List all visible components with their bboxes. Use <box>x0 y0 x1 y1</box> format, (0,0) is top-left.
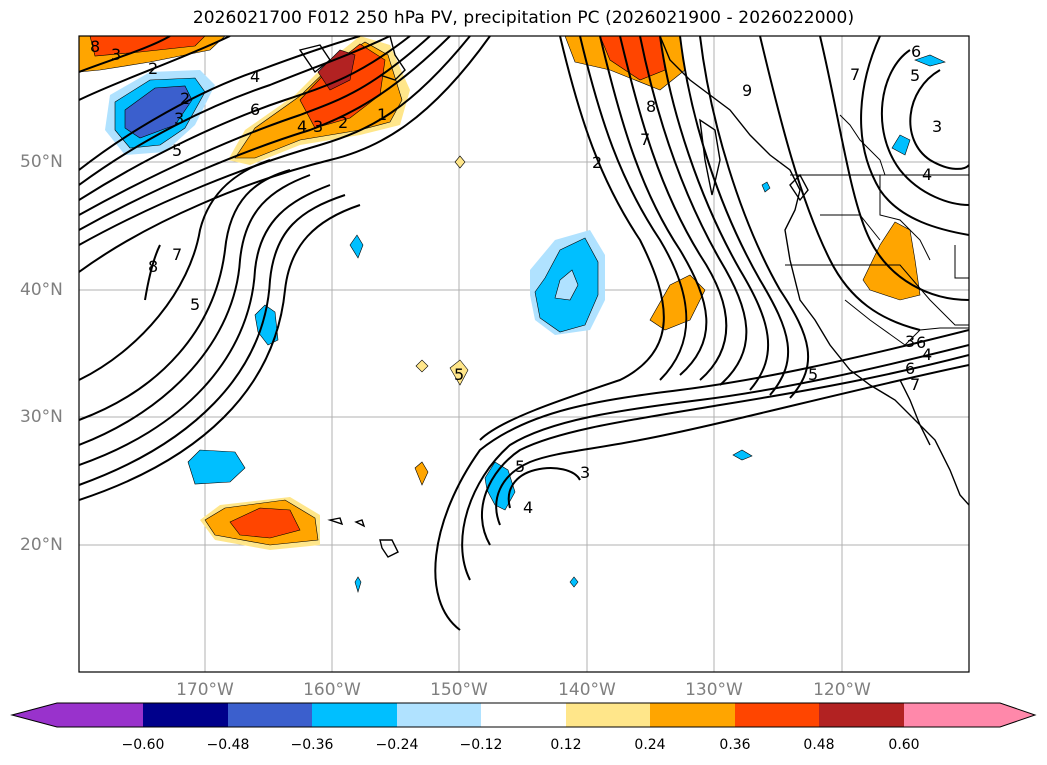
contour-label: 3 <box>313 117 323 136</box>
colorbar-segment <box>143 703 228 727</box>
lon-label-150w: 150°W <box>430 680 488 700</box>
contour-label: 8 <box>148 257 158 276</box>
lat-label-20n: 20°N <box>20 535 63 555</box>
contour-label: 5 <box>454 365 464 384</box>
contour-label: 7 <box>850 65 860 84</box>
colorbar-segment <box>819 703 904 727</box>
colorbar-tick: 0.48 <box>803 737 835 753</box>
contour-label: 4 <box>922 345 932 364</box>
pv-precip-map: 3 2 4 3 5 6 2 4 3 2 1 7 8 5 2 7 8 9 6 5 … <box>78 35 970 673</box>
contour-label: 5 <box>910 66 920 85</box>
contour-label: 4 <box>250 67 260 86</box>
contour-label: 7 <box>910 375 920 394</box>
colorbar-tick: −0.24 <box>375 737 419 753</box>
colorbar-tick: 0.24 <box>634 737 666 753</box>
contour-label: 5 <box>172 141 182 160</box>
colorbar-tick: 0.36 <box>719 737 751 753</box>
contour-label: 6 <box>911 42 921 61</box>
colorbar-segment <box>397 703 481 727</box>
contour-label: 6 <box>250 100 260 119</box>
contour-label: 7 <box>640 130 650 149</box>
colorbar-segment <box>566 703 650 727</box>
colorbar-extend-low <box>12 703 57 727</box>
contour-label: 3 <box>580 463 590 482</box>
contour-label: 4 <box>922 165 932 184</box>
contour-label: 7 <box>172 245 182 264</box>
map-frame <box>78 35 970 673</box>
map-title: 2026021700 F012 250 hPa PV, precipitatio… <box>192 8 855 28</box>
contour-label: 2 <box>180 89 190 108</box>
colorbar-extend-high <box>1000 703 1035 727</box>
colorbar-tick: 0.12 <box>550 737 582 753</box>
contour-label: 8 <box>646 97 656 116</box>
lon-label-130w: 130°W <box>685 680 743 700</box>
colorbar-segment <box>481 703 566 727</box>
contour-label: 6 <box>905 359 915 378</box>
contour-label: 3 <box>111 45 121 64</box>
colorbar-tick: −0.48 <box>206 737 250 753</box>
lat-label-50n: 50°N <box>20 152 63 172</box>
colorbar-segment <box>312 703 397 727</box>
colorbar-tick: −0.12 <box>459 737 503 753</box>
contour-label: 9 <box>742 81 752 100</box>
contour-label: 4 <box>523 498 533 517</box>
contour-label: 8 <box>90 37 100 56</box>
pv-contours <box>79 36 969 631</box>
lon-label-140w: 140°W <box>558 680 616 700</box>
contour-label: 5 <box>190 295 200 314</box>
colorbar-segment <box>735 703 819 727</box>
contour-label: 5 <box>515 457 525 476</box>
contour-label: 5 <box>808 365 818 384</box>
colorbar-segment <box>57 703 143 727</box>
coastlines <box>298 36 969 558</box>
lat-label-30n: 30°N <box>20 407 63 427</box>
lon-label-170w: 170°W <box>176 680 234 700</box>
lon-label-120w: 120°W <box>813 680 871 700</box>
colorbar-outline <box>10 702 1037 728</box>
lon-label-160w: 160°W <box>303 680 361 700</box>
contour-label: 2 <box>148 59 158 78</box>
contour-label: 3 <box>932 117 942 136</box>
lat-label-40n: 40°N <box>20 280 63 300</box>
contour-label: 6 <box>916 333 926 352</box>
contour-label: 3 <box>174 109 184 128</box>
colorbar-segment <box>904 703 1000 727</box>
colorbar-segment <box>650 703 735 727</box>
colorbar-tick: −0.36 <box>290 737 334 753</box>
contour-label: 3 <box>905 332 915 351</box>
contour-label: 2 <box>592 153 602 172</box>
colorbar-tick: 0.60 <box>888 737 920 753</box>
borders <box>785 114 969 346</box>
contour-label: 2 <box>338 113 348 132</box>
colorbar-tick: −0.60 <box>121 737 165 753</box>
contour-label: 1 <box>377 105 387 124</box>
colorbar-segment <box>228 703 312 727</box>
contour-label: 4 <box>297 117 307 136</box>
contour-labels: 3 2 4 3 5 6 2 4 3 2 1 7 8 5 2 7 8 9 6 5 … <box>90 37 942 517</box>
